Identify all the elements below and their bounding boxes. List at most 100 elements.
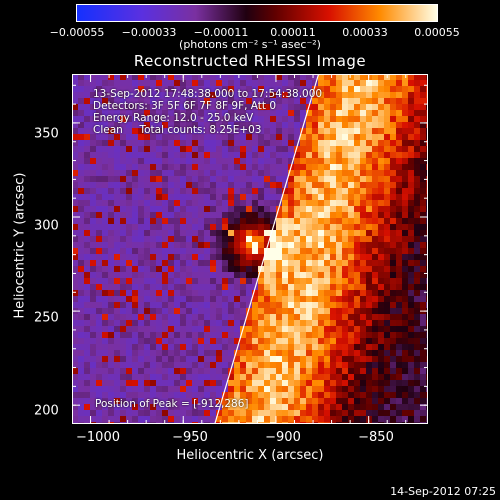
heatmap-cell <box>144 74 151 81</box>
heatmap-cell <box>360 152 367 159</box>
heatmap-cell <box>114 182 121 189</box>
heatmap-cell <box>108 278 115 285</box>
heatmap-cell <box>240 302 247 309</box>
heatmap-cell <box>402 146 409 153</box>
heatmap-cell <box>222 344 229 351</box>
heatmap-cell <box>264 410 271 417</box>
heatmap-cell <box>312 212 319 219</box>
heatmap-cell <box>402 308 409 315</box>
heatmap-cell <box>264 146 271 153</box>
heatmap-cell <box>312 74 319 81</box>
heatmap-cell <box>258 122 265 129</box>
heatmap-cell <box>300 284 307 291</box>
heatmap-cell <box>126 170 133 177</box>
heatmap-cell <box>342 254 349 261</box>
heatmap-cell <box>246 212 253 219</box>
heatmap-cell <box>144 104 151 111</box>
heatmap-cell <box>384 260 391 267</box>
heatmap-cell <box>366 404 373 411</box>
heatmap-cell <box>336 242 343 249</box>
heatmap-cell <box>216 176 223 183</box>
heatmap-cell <box>210 146 217 153</box>
heatmap-cell <box>192 92 199 99</box>
heatmap-cell <box>396 314 403 321</box>
heatmap-cell <box>300 290 307 297</box>
heatmap-cell <box>108 266 115 273</box>
heatmap-cell <box>330 266 337 273</box>
heatmap-cell <box>90 152 97 159</box>
heatmap-cell <box>408 164 415 171</box>
heatmap-cell <box>294 104 301 111</box>
heatmap-cell <box>204 242 211 249</box>
heatmap-cell <box>294 188 301 195</box>
heatmap-cell <box>312 314 319 321</box>
heatmap-cell <box>348 128 355 135</box>
heatmap-cell <box>96 362 103 369</box>
heatmap-cell <box>180 278 187 285</box>
heatmap-cell <box>78 206 85 213</box>
heatmap-cell <box>372 194 379 201</box>
heatmap-cell <box>270 104 277 111</box>
heatmap-cell <box>378 302 385 309</box>
heatmap-cell <box>150 224 157 231</box>
heatmap-cell <box>216 206 223 213</box>
heatmap-cell <box>402 212 409 219</box>
heatmap-cell <box>396 284 403 291</box>
heatmap-cell <box>234 176 241 183</box>
heatmap-cell <box>324 122 331 129</box>
heatmap-cell <box>126 128 133 135</box>
heatmap-cell <box>114 368 121 375</box>
heatmap-cell <box>288 224 295 231</box>
heatmap-cell <box>78 98 85 105</box>
heatmap-cell <box>120 404 127 411</box>
heatmap-cell <box>210 86 217 93</box>
heatmap-cell <box>156 398 163 405</box>
heatmap-cell <box>282 326 289 333</box>
heatmap-cell <box>360 146 367 153</box>
heatmap-cell <box>204 338 211 345</box>
heatmap-cell <box>324 248 331 255</box>
heatmap-cell <box>180 86 187 93</box>
heatmap-cell <box>366 302 373 309</box>
heatmap-cell <box>162 272 169 279</box>
heatmap-cell <box>102 164 109 171</box>
heatmap-cell <box>312 176 319 183</box>
heatmap-cell <box>156 266 163 273</box>
heatmap-cell <box>138 362 145 369</box>
heatmap-cell <box>420 122 427 129</box>
heatmap-cell <box>126 344 133 351</box>
heatmap-cell <box>216 194 223 201</box>
heatmap-cell <box>102 260 109 267</box>
heatmap-cell <box>234 314 241 321</box>
heatmap-cell <box>228 134 235 141</box>
heatmap-cell <box>282 392 289 399</box>
heatmap-cell <box>78 176 85 183</box>
heatmap-cell <box>210 140 217 147</box>
heatmap-cell <box>120 206 127 213</box>
heatmap-cell <box>186 308 193 315</box>
heatmap-cell <box>342 356 349 363</box>
heatmap-cell <box>300 74 307 81</box>
heatmap-cell <box>120 242 127 249</box>
heatmap-cell <box>150 284 157 291</box>
heatmap-cell <box>186 320 193 327</box>
heatmap-cell <box>192 200 199 207</box>
heatmap-cell <box>246 128 253 135</box>
heatmap-cell <box>378 122 385 129</box>
heatmap-cell <box>366 242 373 249</box>
heatmap-cell <box>174 218 181 225</box>
heatmap-cell <box>306 74 313 81</box>
heatmap-cell <box>372 224 379 231</box>
heatmap-cell <box>390 272 397 279</box>
heatmap-cell <box>420 290 427 297</box>
heatmap-cell <box>240 236 247 243</box>
heatmap-cell <box>204 416 211 423</box>
heatmap-cell <box>312 296 319 303</box>
heatmap-cell <box>330 338 337 345</box>
heatmap-cell <box>174 80 181 87</box>
heatmap-cell <box>114 242 121 249</box>
heatmap-cell <box>282 122 289 129</box>
heatmap-cell <box>138 200 145 207</box>
heatmap-cell <box>222 284 229 291</box>
heatmap-cell <box>270 320 277 327</box>
